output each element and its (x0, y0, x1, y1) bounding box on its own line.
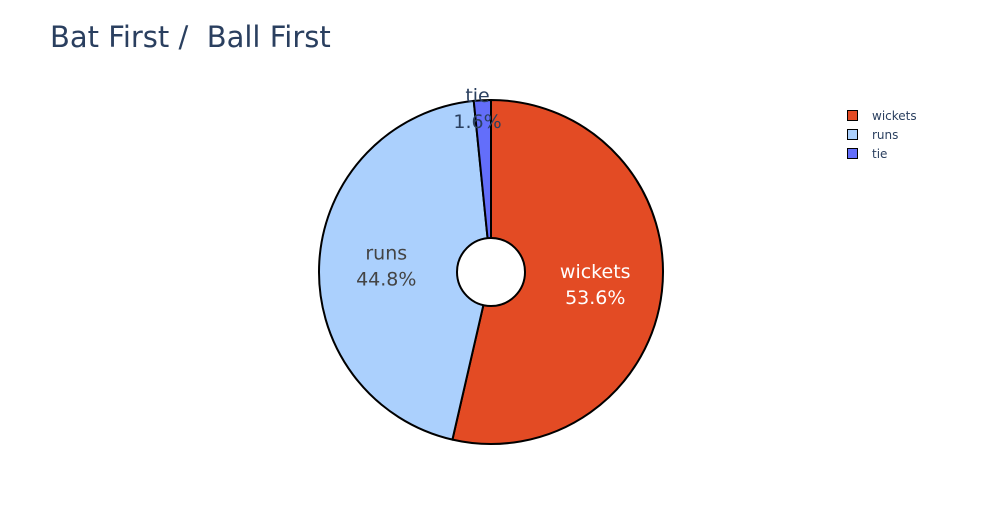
slice-percent-runs: 44.8% (356, 268, 416, 290)
slice-name-wickets: wickets (560, 261, 631, 283)
chart-title: Bat First / Ball First (50, 20, 331, 54)
legend-label-tie: tie (872, 146, 888, 161)
slice-label-wickets: wickets 53.6% (560, 261, 631, 309)
legend-label-runs: runs (872, 127, 899, 142)
legend-swatch-tie (847, 148, 858, 159)
slice-label-runs: runs 44.8% (356, 242, 416, 290)
slice-percent-wickets: 53.6% (565, 287, 625, 309)
legend-label-wickets: wickets (872, 108, 917, 123)
slice-name-tie: tie (465, 85, 489, 107)
legend-swatch-wickets (847, 110, 858, 121)
slice-name-runs: runs (365, 242, 407, 264)
slice-label-tie: tie 1.6% (453, 85, 501, 133)
legend: wickets runs tie (847, 106, 917, 163)
legend-item-runs[interactable]: runs (847, 125, 917, 144)
slice-labels: wickets 53.6% runs 44.8% tie 1.6% (356, 85, 630, 309)
legend-swatch-runs (847, 129, 858, 140)
donut-hole (456, 237, 526, 307)
pie-slice-runs[interactable] (318, 99, 492, 441)
legend-item-tie[interactable]: tie (847, 144, 917, 163)
slice-percent-tie: 1.6% (453, 111, 501, 133)
legend-item-wickets[interactable]: wickets (847, 106, 917, 125)
pie-slices (318, 99, 664, 445)
pie-slice-tie[interactable] (472, 99, 492, 273)
pie-slice-wickets[interactable] (451, 99, 664, 445)
